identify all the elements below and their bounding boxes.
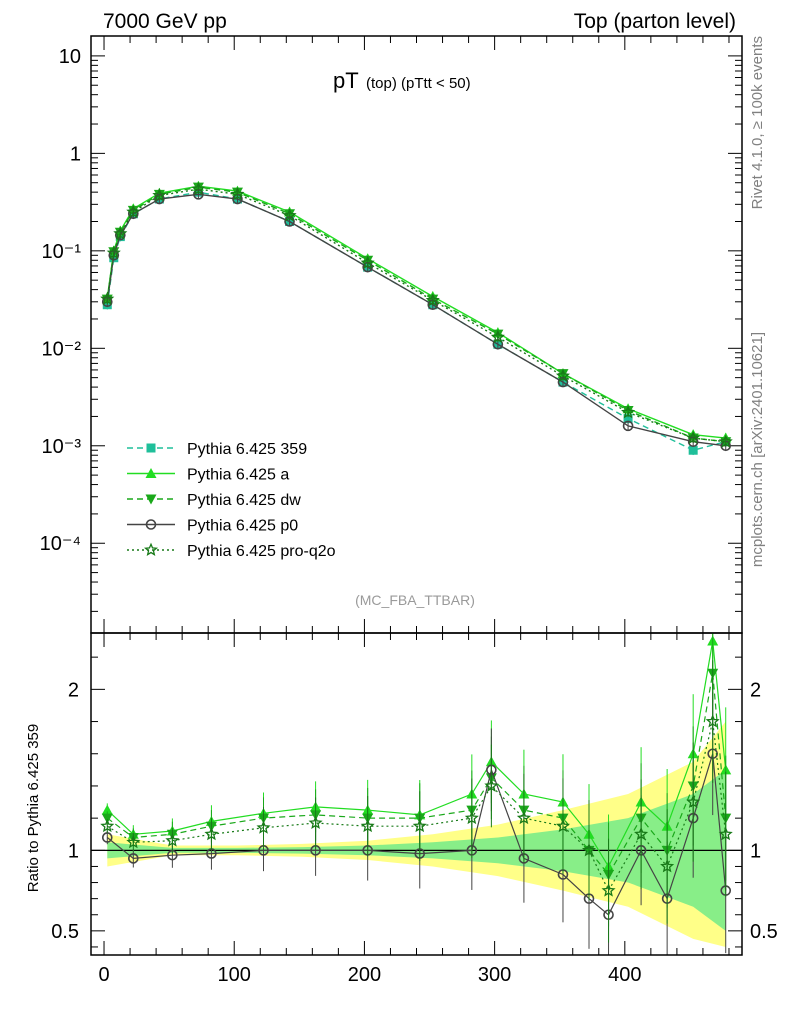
header-left: 7000 GeV pp <box>103 10 227 33</box>
data-point <box>688 445 698 455</box>
series-p359 <box>102 187 731 456</box>
series-a <box>101 180 732 443</box>
legend-marker-p359 <box>146 443 156 453</box>
ratio-y-tick-label-right: 2 <box>750 679 761 701</box>
data-point <box>686 430 701 445</box>
data-point <box>490 329 505 344</box>
legend-label-dw: Pythia 6.425 dw <box>187 492 301 509</box>
ratio-point <box>581 842 597 857</box>
legend-label-proq2o: Pythia 6.425 pro-q2o <box>187 543 336 560</box>
main-title: pT <box>333 68 359 93</box>
y-tick-label: 1 <box>70 143 81 165</box>
ratio-plot: 2 2 1 1 0.5 0.5 0 100 200 300 400 <box>51 632 778 986</box>
ratio-point <box>101 804 113 815</box>
series-line-proq2o <box>106 188 726 443</box>
ratio-y-tick-label-right: 1 <box>750 840 761 862</box>
ratio-y-tick-label-right: 0.5 <box>750 921 778 943</box>
ratio-ylabel: Ratio to Pythia 6.425 359 <box>25 724 42 892</box>
ratio-y-tick-label: 2 <box>68 679 79 701</box>
series-dw <box>101 182 732 448</box>
data-point <box>360 255 375 270</box>
legend: Pythia 6.425 359 Pythia 6.425 a Pythia 6.4… <box>127 441 336 560</box>
ratio-point <box>308 815 323 829</box>
data-point <box>718 434 733 448</box>
y-tick-label: 10⁻² <box>42 338 82 360</box>
ratio-point <box>126 834 141 849</box>
ratio-point <box>204 826 219 841</box>
data-point <box>623 414 633 424</box>
legend-marker-a <box>145 468 157 478</box>
ratio-y-tick-label: 0.5 <box>51 921 79 943</box>
legend-label-p359: Pythia 6.425 359 <box>187 441 307 458</box>
data-point <box>106 245 121 259</box>
ratio-point <box>165 833 180 847</box>
ratio-point <box>555 818 571 833</box>
ratio-point <box>100 818 115 833</box>
ratio-point <box>360 818 375 833</box>
data-point <box>191 181 206 196</box>
series-line-dw <box>106 186 726 443</box>
y-tick-label: 10⁻¹ <box>42 241 82 263</box>
ratio-point <box>464 810 479 825</box>
legend-marker-dw <box>145 494 157 505</box>
data-point <box>622 420 634 432</box>
y-tick-label: 10⁻³ <box>42 436 82 458</box>
legend-label-a: Pythia 6.425 a <box>187 467 289 484</box>
ratio-y-tick-label: 1 <box>68 840 79 862</box>
ratio-point <box>601 883 616 897</box>
header-right: Top (parton level) <box>574 10 736 33</box>
ratio-point <box>128 853 139 864</box>
analysis-label: (MC_FBA_TTBAR) <box>355 592 475 608</box>
data-point <box>282 208 297 222</box>
series-line-a <box>106 185 726 439</box>
data-point <box>555 368 571 382</box>
ratio-point <box>705 714 720 728</box>
mcplots-label: mcplots.cern.ch [arXiv:2401.10621] <box>749 332 766 567</box>
y-tick-label: 10 <box>59 46 81 68</box>
x-tick-label: 400 <box>608 964 641 986</box>
rivet-label: Rivet 4.1.0, ≥ 100k events <box>749 36 766 209</box>
ratio-point <box>101 813 113 824</box>
ratio-point <box>412 818 427 833</box>
legend-marker-p0 <box>145 519 157 530</box>
x-tick-label: 300 <box>478 964 511 986</box>
data-point <box>621 405 636 419</box>
ratio-point <box>718 826 733 841</box>
data-point <box>113 226 128 240</box>
data-point <box>230 186 245 201</box>
y-tick-label: 10⁻⁴ <box>40 533 81 555</box>
data-point <box>100 291 115 306</box>
x-tick-label: 0 <box>98 964 109 986</box>
ratio-point <box>686 794 701 809</box>
ratio-point <box>256 820 271 834</box>
ratio-point <box>660 859 675 873</box>
legend-label-p0: Pythia 6.425 p0 <box>187 518 298 535</box>
data-point <box>126 204 141 219</box>
data-point <box>152 188 167 202</box>
ratio-point <box>484 778 499 792</box>
uncertainty-band-yellow <box>107 721 726 947</box>
series-line-p0 <box>106 193 726 447</box>
ratio-point <box>634 826 649 841</box>
data-point <box>425 293 440 307</box>
main-subtitle: (top) (pTtt < 50) <box>366 75 471 92</box>
ratio-series-proq2o <box>100 660 733 943</box>
main-plot: 10 1 10⁻¹ 10⁻² 10⁻³ 10⁻⁴ <box>40 35 743 634</box>
ratio-point <box>516 810 531 825</box>
legend-marker-proq2o <box>143 542 159 556</box>
x-tick-label: 100 <box>218 964 251 986</box>
x-tick-label: 200 <box>348 964 381 986</box>
series-proq2o <box>100 181 733 448</box>
ratio-point <box>101 832 113 843</box>
